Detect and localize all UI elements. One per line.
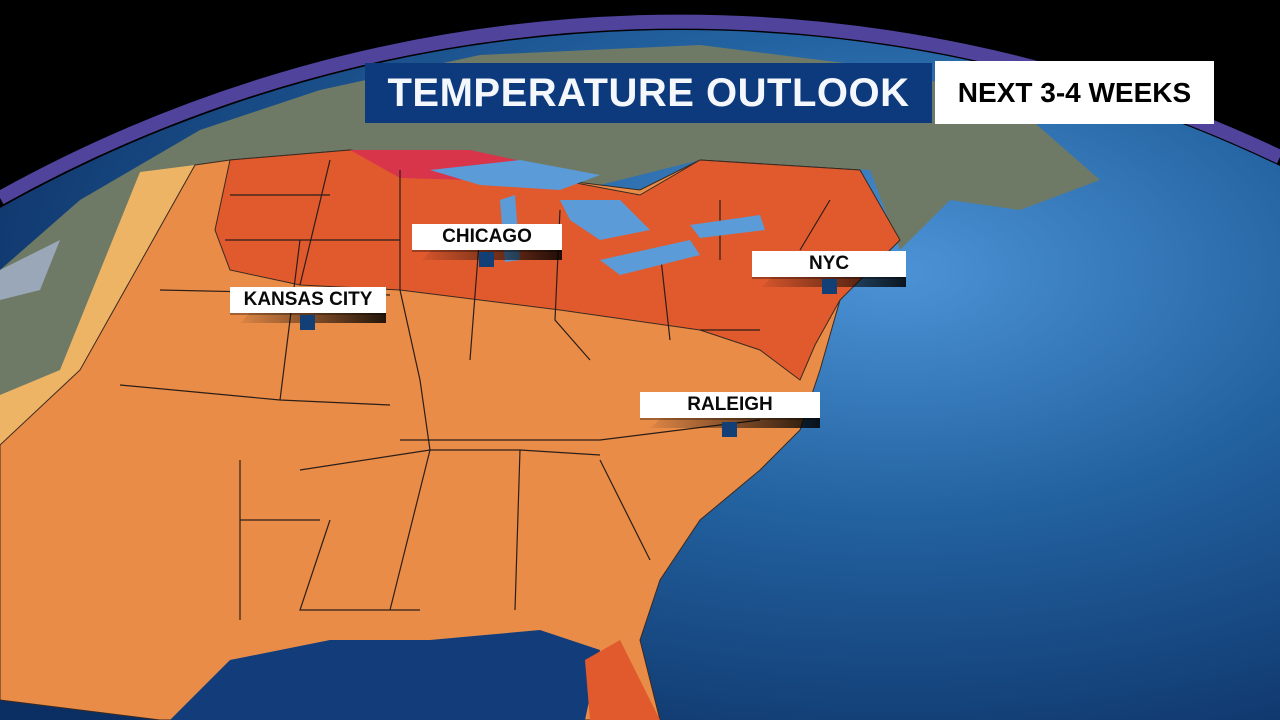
region-slightly-above xyxy=(0,165,195,445)
city-label: RALEIGH xyxy=(640,392,820,418)
florida-region xyxy=(585,640,660,720)
city-label: KANSAS CITY xyxy=(230,287,386,313)
location-pin-icon xyxy=(479,252,494,267)
city-label: CHICAGO xyxy=(412,224,562,250)
subtitle-banner: NEXT 3-4 WEEKS xyxy=(935,61,1214,124)
location-pin-icon xyxy=(822,279,837,294)
land-snow xyxy=(0,240,60,300)
gulf-of-mexico xyxy=(170,630,600,720)
city-label: NYC xyxy=(752,251,906,277)
location-pin-icon xyxy=(300,315,315,330)
location-pin-icon xyxy=(722,422,737,437)
title-banner: TEMPERATURE OUTLOOK xyxy=(365,63,932,123)
land-north xyxy=(0,45,1100,400)
